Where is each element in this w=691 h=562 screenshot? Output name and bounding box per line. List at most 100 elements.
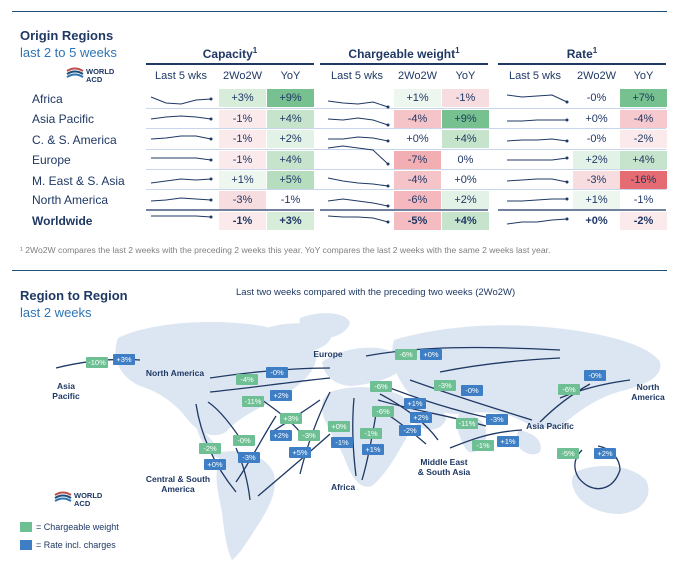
cell-ww-cw-yoy: +4% bbox=[442, 212, 489, 230]
map-label-north: North bbox=[636, 382, 660, 392]
chip-cw: -1% bbox=[360, 428, 382, 439]
chip-rate: -1% bbox=[331, 437, 353, 448]
map-label-asia-pacific-east: Asia Pacific bbox=[526, 421, 574, 431]
map-label-america: America bbox=[631, 392, 665, 402]
group-rate-sup: 1 bbox=[592, 46, 598, 55]
logo-line1: WORLD bbox=[74, 491, 103, 500]
chip-rate: -0% bbox=[266, 367, 288, 378]
cell-mideast-rate-yoy: -16% bbox=[620, 171, 667, 189]
cell-asia-cw-yoy: +9% bbox=[442, 110, 489, 128]
cell-europe-rate-2wo2w: +2% bbox=[573, 151, 620, 169]
chip-rate: +1% bbox=[404, 398, 426, 409]
colh-cap-yoy: YoY bbox=[280, 70, 301, 82]
cell-mideast-rate-2wo2w: -3% bbox=[573, 171, 620, 189]
cell-mideast-cap-yoy: +5% bbox=[267, 171, 314, 189]
cell-africa-cw-yoy: -1% bbox=[442, 89, 489, 107]
row-label-europe: Europe bbox=[32, 153, 71, 167]
chip-cw: -6% bbox=[395, 349, 417, 360]
cell-europe-cw-2wo2w: -7% bbox=[394, 151, 441, 169]
colh-cw-last5: Last 5 wks bbox=[331, 70, 383, 82]
logo-line2: ACD bbox=[86, 75, 103, 84]
cell-nam-rate-yoy: -1% bbox=[620, 191, 667, 209]
cell-ww-rate-2wo2w: +0% bbox=[573, 212, 620, 230]
row-label-asia-pacific: Asia Pacific bbox=[32, 112, 95, 126]
chip-rate: +1% bbox=[362, 444, 384, 455]
map-label-north-america-west: North America bbox=[145, 368, 205, 378]
group-capacity-name: Capacity bbox=[202, 47, 253, 61]
worldacd-logo-top: WORLD ACD bbox=[66, 66, 114, 84]
colh-cap-2wo2w: 2Wo2W bbox=[223, 70, 262, 82]
cell-europe-rate-yoy: +4% bbox=[620, 151, 667, 169]
colh-rate-yoy: YoY bbox=[633, 70, 654, 82]
chip-cw: +0% bbox=[328, 421, 350, 432]
cell-ww-rate-yoy: -2% bbox=[620, 212, 667, 230]
group-cw-sup: 1 bbox=[455, 46, 460, 55]
region-subtitle: last 2 weeks bbox=[20, 305, 92, 320]
cell-asia-cap-2wo2w: -1% bbox=[219, 110, 266, 128]
cell-ww-cw-2wo2w: -5% bbox=[394, 212, 441, 230]
chip-cw: -3% bbox=[298, 430, 320, 441]
chip-rate: +0% bbox=[204, 459, 226, 470]
sparkline-markers bbox=[209, 97, 569, 224]
cell-csam-cap-yoy: +2% bbox=[267, 130, 314, 148]
cell-csam-cap-2wo2w: -1% bbox=[219, 130, 266, 148]
row-label-africa: Africa bbox=[32, 92, 63, 106]
group-chargeable-weight: Chargeable weight1 bbox=[320, 46, 488, 61]
cell-africa-cw-2wo2w: +1% bbox=[394, 89, 441, 107]
group-capacity-underline bbox=[146, 63, 314, 65]
chip-cw: -0% bbox=[233, 435, 255, 446]
cell-nam-cap-2wo2w: -3% bbox=[219, 191, 266, 209]
chip-rate: +0% bbox=[420, 349, 442, 360]
cell-asia-rate-2wo2w: +0% bbox=[573, 110, 620, 128]
chip-rate: +2% bbox=[594, 448, 616, 459]
map-label-asia-pacific-west: Asia Pacific bbox=[48, 381, 84, 401]
group-cw-underline bbox=[320, 63, 488, 65]
chip-rate: -2% bbox=[399, 425, 421, 436]
sparklines bbox=[150, 94, 568, 225]
worldacd-logo-bottom: WORLD ACD bbox=[54, 490, 102, 508]
footnote: ¹ 2Wo2W compares the last 2 weeks with t… bbox=[20, 245, 551, 255]
cell-nam-cw-yoy: +2% bbox=[442, 191, 489, 209]
worldacd-logo-icon bbox=[54, 491, 72, 502]
continents bbox=[115, 313, 661, 560]
cell-africa-cap-2wo2w: +3% bbox=[219, 89, 266, 107]
row-label-cs-america: C. & S. America bbox=[32, 133, 117, 147]
origin-title: Origin Regions bbox=[20, 28, 114, 43]
chip-cw: -11% bbox=[456, 418, 478, 429]
colh-cw-yoy: YoY bbox=[455, 70, 476, 82]
cell-ww-cap-2wo2w: -1% bbox=[219, 212, 266, 230]
map-label-me-line2: & South Asia bbox=[417, 467, 471, 477]
row-label-north-america: North America bbox=[32, 193, 109, 207]
worldacd-logo-icon bbox=[66, 67, 84, 78]
chip-cw: -5% bbox=[557, 448, 579, 459]
cell-nam-cw-2wo2w: -6% bbox=[394, 191, 441, 209]
colh-cw-2wo2w: 2Wo2W bbox=[398, 70, 437, 82]
chip-rate: -3% bbox=[486, 414, 508, 425]
map-label-europe: Europe bbox=[313, 349, 343, 359]
map-label-cs-line2: America bbox=[161, 484, 195, 494]
chip-cw: -1% bbox=[472, 440, 494, 451]
chip-cw: -4% bbox=[236, 374, 258, 385]
cell-csam-cw-2wo2w: +0% bbox=[394, 130, 441, 148]
cell-europe-cw-yoy: 0% bbox=[442, 151, 489, 169]
chip-rate: -3% bbox=[238, 452, 260, 463]
cell-mideast-cw-yoy: +0% bbox=[442, 171, 489, 189]
cell-mideast-cw-2wo2w: -4% bbox=[394, 171, 441, 189]
section-rule bbox=[12, 270, 667, 271]
cell-asia-cap-yoy: +4% bbox=[267, 110, 314, 128]
group-rate-name: Rate bbox=[566, 47, 593, 61]
cell-africa-rate-yoy: +7% bbox=[620, 89, 667, 107]
cell-csam-cw-yoy: +4% bbox=[442, 130, 489, 148]
chip-rate: +3% bbox=[113, 354, 135, 365]
chip-rate: +1% bbox=[497, 436, 519, 447]
cell-csam-rate-yoy: -2% bbox=[620, 130, 667, 148]
chip-rate: +2% bbox=[410, 412, 432, 423]
legend-swatch-rate bbox=[20, 540, 32, 550]
chip-cw: -6% bbox=[372, 406, 394, 417]
logo-line1: WORLD bbox=[86, 67, 115, 76]
cell-mideast-cap-2wo2w: +1% bbox=[219, 171, 266, 189]
group-capacity-sup: 1 bbox=[252, 46, 258, 55]
cell-europe-cap-2wo2w: -1% bbox=[219, 151, 266, 169]
map-label-me-line1: Middle East bbox=[420, 457, 468, 467]
legend-text-rate: = Rate incl. charges bbox=[36, 540, 116, 550]
